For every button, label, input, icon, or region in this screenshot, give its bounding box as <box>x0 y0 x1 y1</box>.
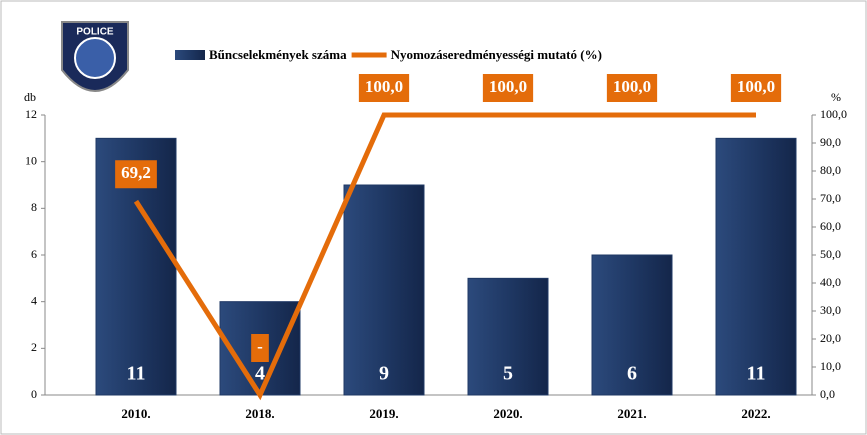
logo-text: POLICE <box>76 27 114 38</box>
line-value-text: 69,2 <box>121 163 151 182</box>
line-value-label: 100,0 <box>730 74 782 102</box>
line-value-label: 100,0 <box>606 74 658 102</box>
y-tick-label: 8 <box>31 200 37 214</box>
line-value-label: 100,0 <box>358 74 410 102</box>
y2-tick-label: 20,0 <box>820 331 841 345</box>
bar-value-label: 11 <box>747 363 766 385</box>
x-tick-label: 2021. <box>617 406 646 421</box>
line-value-label: 69,2 <box>115 160 157 189</box>
y-tick-label: 12 <box>25 107 37 121</box>
line-value-label: - <box>251 334 269 362</box>
bar-value-label: 6 <box>627 363 637 385</box>
line-value-box <box>482 74 534 102</box>
bar-value-label: 9 <box>379 363 389 385</box>
line-value-text: 100,0 <box>737 77 775 96</box>
y-tick-label: 2 <box>31 340 37 354</box>
y-tick-label: 10 <box>25 153 37 167</box>
line-value-box <box>730 74 782 102</box>
y2-tick-label: 90,0 <box>820 135 841 149</box>
line <box>133 112 756 401</box>
bar <box>467 277 549 396</box>
line-value-box <box>115 160 157 189</box>
bar-value-label: 4 <box>255 363 265 385</box>
line-value-box <box>251 334 269 362</box>
y-tick-label: 4 <box>31 293 37 307</box>
y2-tick-label: 30,0 <box>820 303 841 317</box>
y2-tick-label: 60,0 <box>820 219 841 233</box>
line-value-box <box>606 74 658 102</box>
legend-label: Nyomozáseredményességi mutató (%) <box>391 47 602 62</box>
line-value-text: 100,0 <box>365 77 403 96</box>
y-tick-label: 0 <box>31 387 37 401</box>
x-tick-label: 2020. <box>493 406 522 421</box>
bar-value-label: 11 <box>127 363 146 385</box>
legend-label: Bűncselekmények száma <box>209 47 347 62</box>
line-value-text: 100,0 <box>613 77 651 96</box>
y2-tick-label: 100,0 <box>820 107 847 121</box>
bar <box>343 184 425 396</box>
y-tick-label: 6 <box>31 247 37 261</box>
line-value-text: - <box>257 337 263 356</box>
y2-tick-label: 10,0 <box>820 359 841 373</box>
y-axis-label: db <box>24 90 36 104</box>
line-value-box <box>358 74 410 102</box>
y2-tick-label: 40,0 <box>820 275 841 289</box>
x-tick-label: 2022. <box>741 406 770 421</box>
bar <box>715 137 797 396</box>
y2-axis-label: % <box>831 90 841 104</box>
legend-swatch <box>175 50 205 60</box>
line-value-label: 100,0 <box>482 74 534 102</box>
logo: POLICE <box>61 21 129 92</box>
y2-tick-label: 70,0 <box>820 191 841 205</box>
x-tick-label: 2018. <box>245 406 274 421</box>
y2-tick-label: 50,0 <box>820 247 841 261</box>
bar-value-label: 5 <box>503 363 513 385</box>
x-tick-label: 2010. <box>121 406 150 421</box>
line-value-text: 100,0 <box>489 77 527 96</box>
y2-tick-label: 0,0 <box>820 387 835 401</box>
x-tick-label: 2019. <box>369 406 398 421</box>
bar <box>591 254 673 396</box>
y2-tick-label: 80,0 <box>820 163 841 177</box>
